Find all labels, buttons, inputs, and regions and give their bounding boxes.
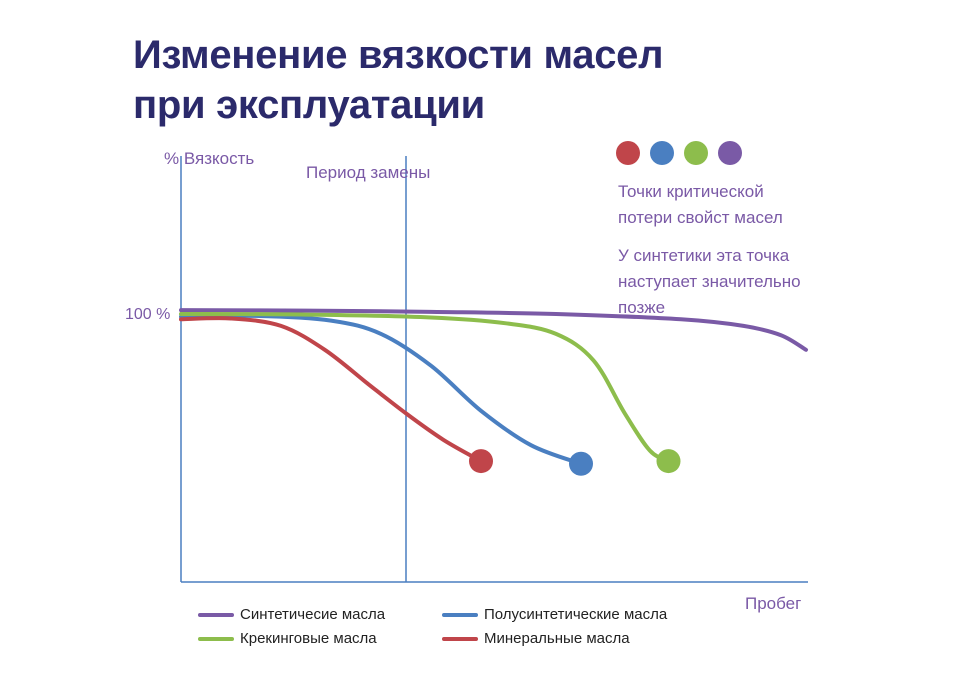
legend-label: Синтетичесие масла [240,606,386,623]
marker-dot [684,141,708,165]
note-line: позже [618,298,666,317]
chart-legend: Синтетичесие масла Полусинтетические мас… [198,606,738,652]
title-line-2: при эксплуатации [133,83,485,127]
y-axis-label: % Вязкость [164,149,255,168]
critical-point-cracking [656,449,681,474]
legend-item-semi-synthetic: Полусинтетические масла [442,606,667,623]
marker-dot [650,141,674,165]
critical-point-mineral [469,449,493,474]
legend-label: Полусинтетические масла [484,606,668,623]
legend-label: Минеральные масла [484,630,630,647]
legend-swatch [198,612,234,617]
legend-swatch [198,636,234,641]
legend-item-synthetic: Синтетичесие масла [198,606,385,623]
chart-title: Изменение вязкости масел при эксплуатаци… [133,30,664,130]
marker-dot [718,141,742,165]
legend-swatch [442,612,478,617]
replacement-period-label: Период замены [306,163,431,182]
note-critical-points: Точки критической потери свойст масел [618,179,783,231]
legend-item-mineral: Минеральные масла [442,630,630,647]
legend-item-cracking: Крекинговые масла [198,630,377,647]
note-line: Точки критической [618,182,764,201]
legend-swatch [442,636,478,641]
title-line-1: Изменение вязкости масел [133,33,664,77]
x-axis-label: Пробег [745,594,802,613]
marker-dot [616,141,640,165]
critical-point-semi-synthetic [569,451,593,476]
legend-label: Крекинговые масла [240,630,377,647]
series-line-synthetic [179,308,808,352]
note-synthetic: У синтетики эта точка наступает значител… [618,243,801,321]
note-line: наступает значительно [618,272,801,291]
note-line: У синтетики эта точка [618,246,790,265]
note-line: потери свойст масел [618,208,783,227]
series-line-mineral [179,316,483,464]
series-line-cracking [179,312,671,464]
series-line-semi-synthetic [179,313,583,466]
y-tick-100: 100 % [125,306,171,323]
